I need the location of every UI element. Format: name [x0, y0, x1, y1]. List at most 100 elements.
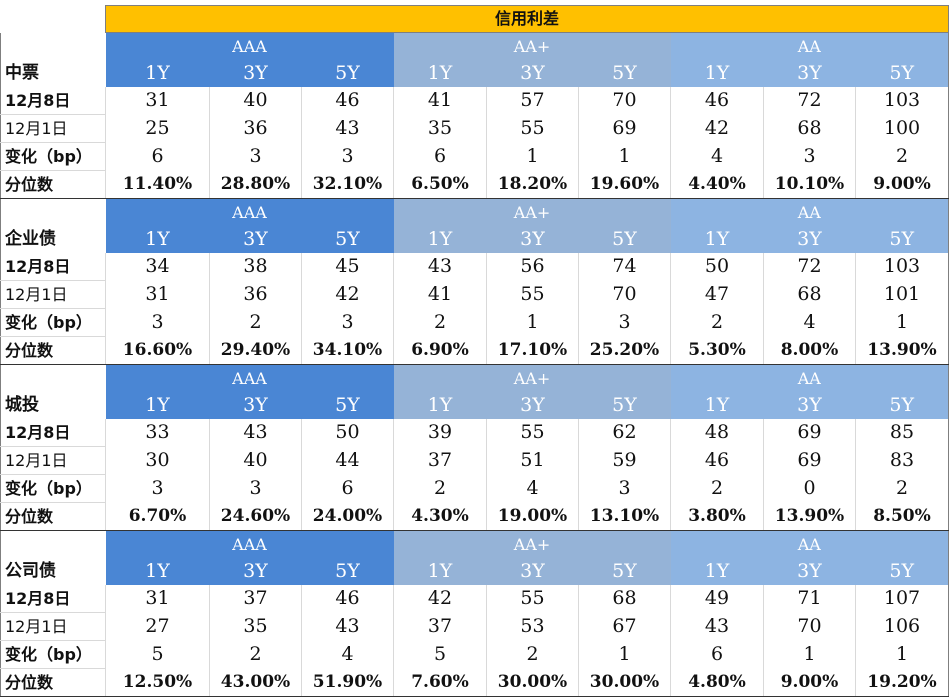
tenor-header-1y: 1Y — [670, 60, 764, 87]
tenor-header-3y: 3Y — [763, 558, 856, 585]
tenor-header-5y: 5Y — [301, 226, 394, 253]
value-cell: 57 — [486, 87, 579, 115]
value-cell: 5 — [105, 640, 210, 669]
rating-header-aa: AA — [670, 364, 949, 392]
value-cell: 5 — [393, 640, 487, 669]
row-previous-label: 12月1日 — [0, 612, 106, 641]
value-cell: 4 — [670, 142, 764, 171]
tenor-header-5y: 5Y — [301, 60, 394, 87]
rating-header-aa: AA — [670, 198, 949, 226]
value-cell: 31 — [105, 585, 210, 613]
value-cell: 3 — [763, 142, 856, 171]
tenor-header-5y: 5Y — [578, 226, 671, 253]
tenor-header-1y: 1Y — [670, 226, 764, 253]
tenor-header-3y: 3Y — [486, 558, 579, 585]
percentile-cell: 19.00% — [486, 502, 579, 531]
value-cell: 4 — [763, 308, 856, 337]
row-change: 变化（bp） 3 2 3 2 1 3 2 4 1 — [0, 308, 949, 337]
value-cell: 3 — [209, 142, 302, 171]
percentile-cell: 29.40% — [209, 336, 302, 365]
value-cell: 70 — [578, 87, 671, 115]
percentile-cell: 19.20% — [855, 668, 949, 697]
row-percentile: 分位数 11.40% 28.80% 32.10% 6.50% 18.20% 19.60% 4.… — [0, 170, 949, 199]
value-cell: 55 — [486, 114, 579, 143]
percentile-cell: 34.10% — [301, 336, 394, 365]
rating-header-aa-plus: AA+ — [393, 364, 671, 392]
value-cell: 47 — [670, 280, 764, 309]
row-change-label: 变化（bp） — [0, 474, 106, 503]
value-cell: 1 — [578, 640, 671, 669]
row-current: 12月8日 31 37 46 42 55 68 49 71 107 — [0, 585, 949, 613]
percentile-cell: 24.60% — [209, 502, 302, 531]
section-label: 城投 — [0, 392, 106, 419]
tenor-header-1y: 1Y — [393, 226, 487, 253]
row-current: 12月8日 31 40 46 41 57 70 46 72 103 — [0, 87, 949, 115]
value-cell: 37 — [393, 446, 487, 475]
percentile-cell: 16.60% — [105, 336, 210, 365]
value-cell: 4 — [301, 640, 394, 669]
tenor-header-1y: 1Y — [105, 60, 210, 87]
section-label: 中票 — [0, 60, 106, 87]
rating-header-aa: AA — [670, 32, 949, 60]
value-cell: 100 — [855, 114, 949, 143]
tenor-header-1y: 1Y — [670, 558, 764, 585]
tenor-header-1y: 1Y — [670, 392, 764, 419]
value-cell: 72 — [763, 253, 856, 281]
value-cell: 3 — [578, 308, 671, 337]
value-cell: 3 — [301, 308, 394, 337]
rating-header-aaa: AAA — [105, 198, 394, 226]
value-cell: 55 — [486, 419, 579, 447]
tenor-header-row: 城投 1Y 3Y 5Y 1Y 3Y 5Y 1Y 3Y 5Y — [0, 392, 949, 419]
value-cell: 33 — [105, 419, 210, 447]
row-change-label: 变化（bp） — [0, 142, 106, 171]
rating-header-aa: AA — [670, 530, 949, 558]
row-previous-label: 12月1日 — [0, 280, 106, 309]
percentile-cell: 12.50% — [105, 668, 210, 697]
percentile-cell: 6.70% — [105, 502, 210, 531]
row-current: 12月8日 33 43 50 39 55 62 48 69 85 — [0, 419, 949, 447]
value-cell: 40 — [209, 87, 302, 115]
percentile-cell: 13.90% — [855, 336, 949, 365]
rating-header-aa-plus: AA+ — [393, 32, 671, 60]
value-cell: 56 — [486, 253, 579, 281]
tenor-header-3y: 3Y — [486, 60, 579, 87]
tenor-header-3y: 3Y — [209, 226, 302, 253]
tenor-header-1y: 1Y — [105, 392, 210, 419]
tenor-header-5y: 5Y — [855, 392, 949, 419]
value-cell: 6 — [670, 640, 764, 669]
value-cell: 50 — [670, 253, 764, 281]
value-cell: 50 — [301, 419, 394, 447]
value-cell: 2 — [393, 474, 487, 503]
value-cell: 30 — [105, 446, 210, 475]
value-cell: 42 — [670, 114, 764, 143]
row-previous: 12月1日 27 35 43 37 53 67 43 70 106 — [0, 612, 949, 641]
value-cell: 46 — [301, 87, 394, 115]
row-previous-label: 12月1日 — [0, 446, 106, 475]
value-cell: 6 — [393, 142, 487, 171]
value-cell: 106 — [855, 612, 949, 641]
value-cell: 69 — [578, 114, 671, 143]
tenor-header-3y: 3Y — [486, 392, 579, 419]
percentile-cell: 19.60% — [578, 170, 671, 199]
percentile-cell: 10.10% — [763, 170, 856, 199]
value-cell: 43 — [670, 612, 764, 641]
row-percentile-label: 分位数 — [0, 668, 106, 697]
tenor-header-3y: 3Y — [209, 60, 302, 87]
percentile-cell: 28.80% — [209, 170, 302, 199]
value-cell: 4 — [486, 474, 579, 503]
value-cell: 31 — [105, 280, 210, 309]
percentile-cell: 4.30% — [393, 502, 487, 531]
header-corner — [0, 530, 106, 558]
rating-header-row: AAA AA+ AA — [0, 32, 949, 60]
value-cell: 2 — [393, 308, 487, 337]
percentile-cell: 5.30% — [670, 336, 764, 365]
value-cell: 37 — [209, 585, 302, 613]
row-change: 变化（bp） 3 3 6 2 4 3 2 0 2 — [0, 474, 949, 503]
value-cell: 1 — [763, 640, 856, 669]
row-previous: 12月1日 31 36 42 41 55 70 47 68 101 — [0, 280, 949, 309]
value-cell: 37 — [393, 612, 487, 641]
percentile-cell: 9.00% — [855, 170, 949, 199]
value-cell: 72 — [763, 87, 856, 115]
value-cell: 46 — [301, 585, 394, 613]
value-cell: 1 — [578, 142, 671, 171]
